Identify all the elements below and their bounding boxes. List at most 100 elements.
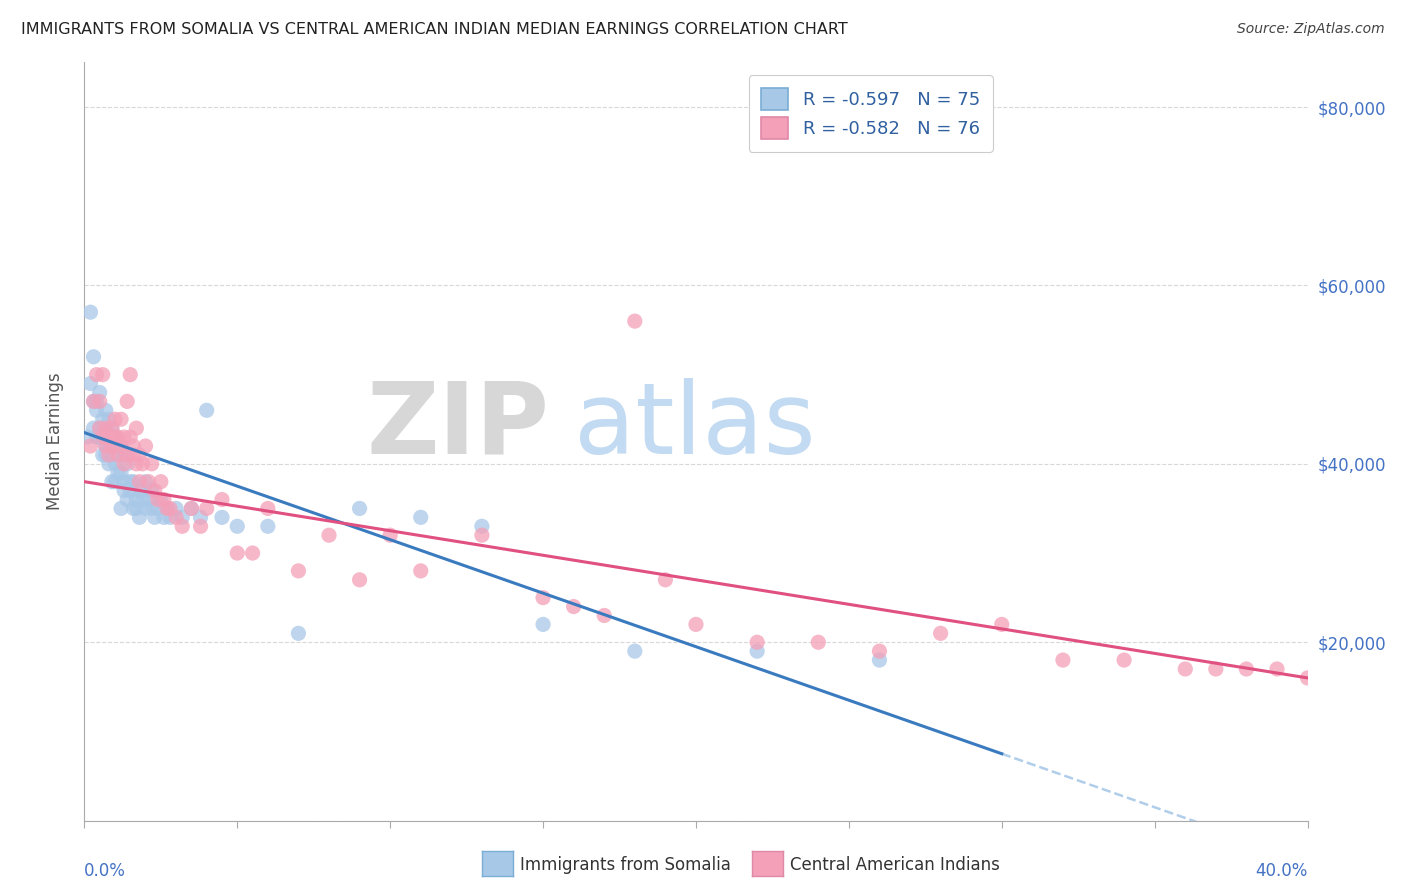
Point: [929, 626, 952, 640]
Point: [122, 475, 145, 489]
Point: [135, 439, 157, 453]
Point: [624, 644, 647, 658]
Point: [83, 421, 105, 435]
Point: [190, 510, 212, 524]
Point: [349, 573, 371, 587]
Point: [190, 519, 212, 533]
Point: [685, 617, 707, 632]
Point: [409, 510, 432, 524]
Point: [1114, 653, 1136, 667]
Point: [83, 350, 105, 364]
Point: [125, 421, 148, 435]
Point: [624, 314, 647, 328]
Point: [257, 519, 280, 533]
Point: [86, 403, 108, 417]
Point: [138, 492, 160, 507]
Point: [156, 501, 179, 516]
Point: [1358, 653, 1381, 667]
Point: [112, 448, 135, 462]
Point: [211, 492, 233, 507]
Point: [79, 305, 101, 319]
Text: 40.0%: 40.0%: [1256, 863, 1308, 880]
Point: [110, 466, 132, 480]
Point: [869, 644, 891, 658]
Point: [180, 501, 202, 516]
Point: [1174, 662, 1197, 676]
Point: [125, 457, 148, 471]
Point: [146, 501, 169, 516]
Point: [101, 421, 124, 435]
Text: Immigrants from Somalia: Immigrants from Somalia: [520, 856, 731, 874]
Point: [107, 448, 129, 462]
Point: [172, 510, 194, 524]
Point: [89, 421, 111, 435]
Point: [135, 475, 157, 489]
Point: [86, 368, 108, 382]
Point: [110, 412, 132, 426]
Point: [135, 501, 157, 516]
Point: [76, 430, 98, 444]
Point: [94, 439, 117, 453]
Point: [115, 457, 138, 471]
Point: [141, 457, 163, 471]
Point: [79, 376, 101, 391]
Point: [104, 475, 127, 489]
Point: [101, 439, 124, 453]
Point: [104, 412, 127, 426]
Point: [153, 510, 176, 524]
Point: [128, 475, 150, 489]
Point: [654, 573, 676, 587]
Point: [195, 501, 218, 516]
Point: [1265, 662, 1288, 676]
Point: [349, 501, 371, 516]
Point: [120, 430, 142, 444]
Point: [125, 492, 148, 507]
Point: [112, 457, 135, 471]
Text: atlas: atlas: [574, 378, 815, 475]
Point: [122, 448, 145, 462]
Point: [89, 430, 111, 444]
Point: [83, 394, 105, 409]
Point: [128, 510, 150, 524]
Point: [226, 519, 249, 533]
Point: [471, 528, 494, 542]
Point: [94, 448, 117, 462]
Point: [991, 617, 1014, 632]
Point: [156, 501, 179, 516]
Point: [115, 448, 138, 462]
Point: [869, 653, 891, 667]
Legend: R = -0.597   N = 75, R = -0.582   N = 76: R = -0.597 N = 75, R = -0.582 N = 76: [748, 75, 993, 152]
Point: [101, 475, 124, 489]
Point: [531, 591, 554, 605]
Point: [146, 492, 169, 507]
Point: [153, 492, 176, 507]
Point: [141, 483, 163, 498]
Point: [104, 457, 127, 471]
Point: [242, 546, 264, 560]
Point: [112, 483, 135, 498]
Point: [1296, 671, 1319, 685]
Point: [131, 492, 153, 507]
Point: [287, 564, 309, 578]
Point: [110, 501, 132, 516]
Point: [94, 421, 117, 435]
Point: [91, 430, 114, 444]
Y-axis label: Median Earnings: Median Earnings: [45, 373, 63, 510]
Point: [107, 448, 129, 462]
Point: [83, 394, 105, 409]
Point: [112, 475, 135, 489]
Point: [97, 448, 120, 462]
Point: [91, 448, 114, 462]
Point: [122, 501, 145, 516]
Point: [94, 421, 117, 435]
Point: [159, 510, 181, 524]
Point: [104, 430, 127, 444]
Point: [143, 483, 166, 498]
Point: [180, 501, 202, 516]
Point: [531, 617, 554, 632]
Point: [1052, 653, 1074, 667]
Point: [97, 457, 120, 471]
Point: [97, 430, 120, 444]
Point: [110, 439, 132, 453]
Point: [138, 475, 160, 489]
